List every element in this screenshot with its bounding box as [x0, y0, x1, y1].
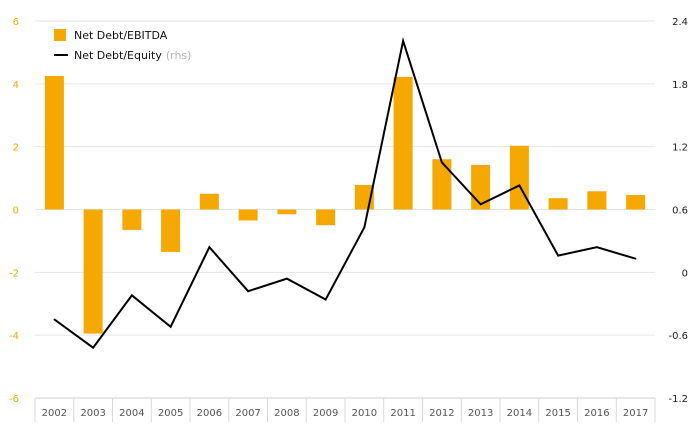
legend-label-rhs-suffix: (rhs)	[166, 49, 192, 62]
x-tick-label: 2002	[42, 408, 67, 419]
x-tick-label: 2006	[197, 408, 222, 419]
bar	[509, 145, 529, 210]
line-point	[131, 294, 133, 297]
line-point	[324, 298, 327, 301]
legend-swatch-net-debt-ebitda	[54, 29, 66, 41]
line-path	[53, 36, 636, 350]
line-series	[53, 36, 637, 350]
y-left-tick-label: -6	[9, 394, 19, 405]
x-tick-label: 2007	[235, 408, 260, 419]
y-right-tick-label: 1.8	[672, 80, 688, 91]
x-tick-label: 2014	[507, 408, 532, 419]
bar	[122, 209, 142, 230]
y-right-tick-label: -0.6	[668, 331, 688, 342]
y-left-tick-label: 6	[13, 17, 19, 28]
y-left-tick-label: -2	[9, 268, 19, 279]
line-point	[208, 246, 211, 248]
line-point	[634, 257, 637, 260]
line-point	[518, 184, 521, 187]
y-right-tick-label: 0.6	[672, 206, 688, 217]
x-tick-label: 2005	[158, 408, 183, 419]
x-tick-label: 2009	[313, 408, 338, 419]
y-right-tick-label: 1.2	[672, 143, 688, 154]
y-left-tick-label: 0	[13, 206, 19, 217]
x-tick-label: 2016	[584, 408, 609, 419]
axes: 6 4 2 0 -2 -4 -6 2.4 1.8 1.2 0.6 0 -0.6 -1.2 2002 2003 2…	[9, 17, 688, 422]
bar	[626, 195, 646, 210]
x-tick-label: 2008	[274, 408, 299, 419]
y-right-tick-label: 0	[682, 268, 688, 279]
x-tick-label: 2011	[390, 408, 415, 419]
line-point	[479, 203, 482, 206]
bar	[83, 209, 103, 334]
x-tick-label: 2013	[468, 408, 493, 419]
bar	[44, 75, 64, 210]
x-tick-label: 2003	[80, 408, 105, 419]
legend-label-net-debt-equity: Net Debt/Equity (rhs)	[74, 49, 191, 62]
x-tick-label: 2004	[119, 408, 144, 419]
line-point	[247, 290, 249, 292]
y-left-tick-label: -4	[9, 331, 19, 342]
line-point	[596, 246, 598, 248]
bar	[316, 209, 336, 226]
legend-label-net-debt-ebitda: Net Debt/EBITDA	[74, 29, 168, 42]
legend-label-net-debt-equity-name: Net Debt/Equity	[74, 49, 162, 62]
bar	[587, 191, 607, 210]
line-point	[92, 346, 94, 349]
bar	[432, 159, 452, 210]
y-left-tick-label: 2	[13, 143, 19, 154]
y-left-tick-label: 4	[13, 80, 19, 91]
bar	[238, 209, 258, 221]
x-tick-label: 2015	[545, 408, 570, 419]
line-point	[169, 325, 172, 328]
bar	[199, 193, 219, 210]
line-point	[363, 226, 366, 229]
bar	[161, 209, 181, 252]
x-tick-label: 2010	[352, 408, 377, 419]
y-right-tick-label: 2.4	[672, 17, 688, 28]
bar	[277, 209, 297, 215]
x-tick-label: 2017	[623, 408, 648, 419]
bar	[393, 76, 413, 210]
line-point	[53, 318, 56, 321]
x-tick-label: 2012	[429, 408, 454, 419]
bar	[548, 198, 568, 210]
line-point	[402, 40, 404, 42]
line-point	[441, 161, 443, 164]
line-point	[557, 254, 559, 257]
y-right-tick-label: -1.2	[668, 394, 688, 405]
legend: Net Debt/EBITDA Net Debt/Equity (rhs)	[54, 29, 191, 62]
bar-series	[44, 75, 646, 334]
line-point	[286, 277, 288, 280]
